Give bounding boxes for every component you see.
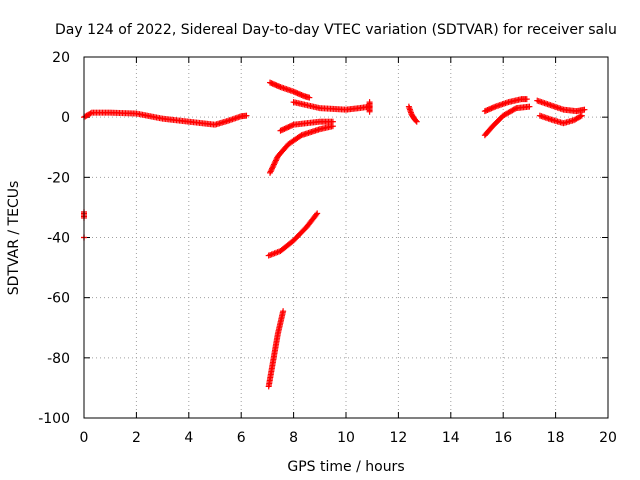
data-point [287,122,294,129]
data-point [272,158,279,165]
x-tick-label: 4 [184,430,193,446]
y-tick-label: -100 [38,411,70,427]
data-point [267,169,274,176]
data-point [273,156,280,163]
x-tick-label: 6 [237,430,246,446]
x-axis-label: GPS time / hours [287,459,404,475]
data-point [578,112,585,119]
x-tick-label: 10 [337,430,355,446]
data-point [511,105,518,112]
data-point [282,125,289,132]
data-point [284,124,291,131]
data-marks [81,79,588,390]
data-point [87,110,94,117]
data-point [270,162,277,169]
x-tick-label: 2 [132,430,141,446]
x-tick-label: 20 [599,430,617,446]
data-point [280,126,287,133]
x-tick-label: 12 [389,430,407,446]
y-tick-label: -60 [47,291,70,307]
data-point [286,123,293,130]
x-tick-label: 0 [80,430,89,446]
data-point [268,167,275,174]
data-point [329,123,336,130]
data-point [412,117,419,124]
chart-title: Day 124 of 2022, Sidereal Day-to-day VTE… [55,22,617,38]
x-tick-label: 16 [494,430,512,446]
data-point [243,112,250,119]
data-point [285,124,292,131]
y-tick-label: -80 [47,351,70,367]
data-point [281,125,288,132]
data-point [278,127,285,134]
data-point [270,161,277,168]
data-point [289,122,296,129]
data-point [269,164,276,171]
data-point [313,211,320,218]
x-tick-label: 8 [289,430,298,446]
data-point [272,157,279,164]
data-point [280,308,287,315]
plot-frame [83,56,609,419]
tick-labels: 0 2 4 6 8 10 12 14 16 18 20 -100 -80 -60 -40 -20 0 20 [38,50,617,446]
data-point [277,127,284,134]
data-point [267,168,274,175]
x-tick-label: 14 [442,430,460,446]
y-axis-label: SDTVAR / TECUs [6,181,22,296]
data-point [577,113,584,120]
data-point [526,103,533,110]
data-point [271,160,278,167]
data-point [366,108,373,115]
data-point [314,210,321,217]
data-point [581,106,588,113]
data-point [306,94,313,101]
x-tick-label: 18 [547,430,565,446]
data-point [413,118,420,125]
y-tick-label: -40 [47,231,70,247]
y-tick-label: 0 [61,110,70,126]
data-point [268,165,275,172]
data-point [523,96,530,103]
y-tick-label: -20 [47,170,70,186]
y-tick-label: 20 [52,50,70,66]
data-point [297,133,304,140]
